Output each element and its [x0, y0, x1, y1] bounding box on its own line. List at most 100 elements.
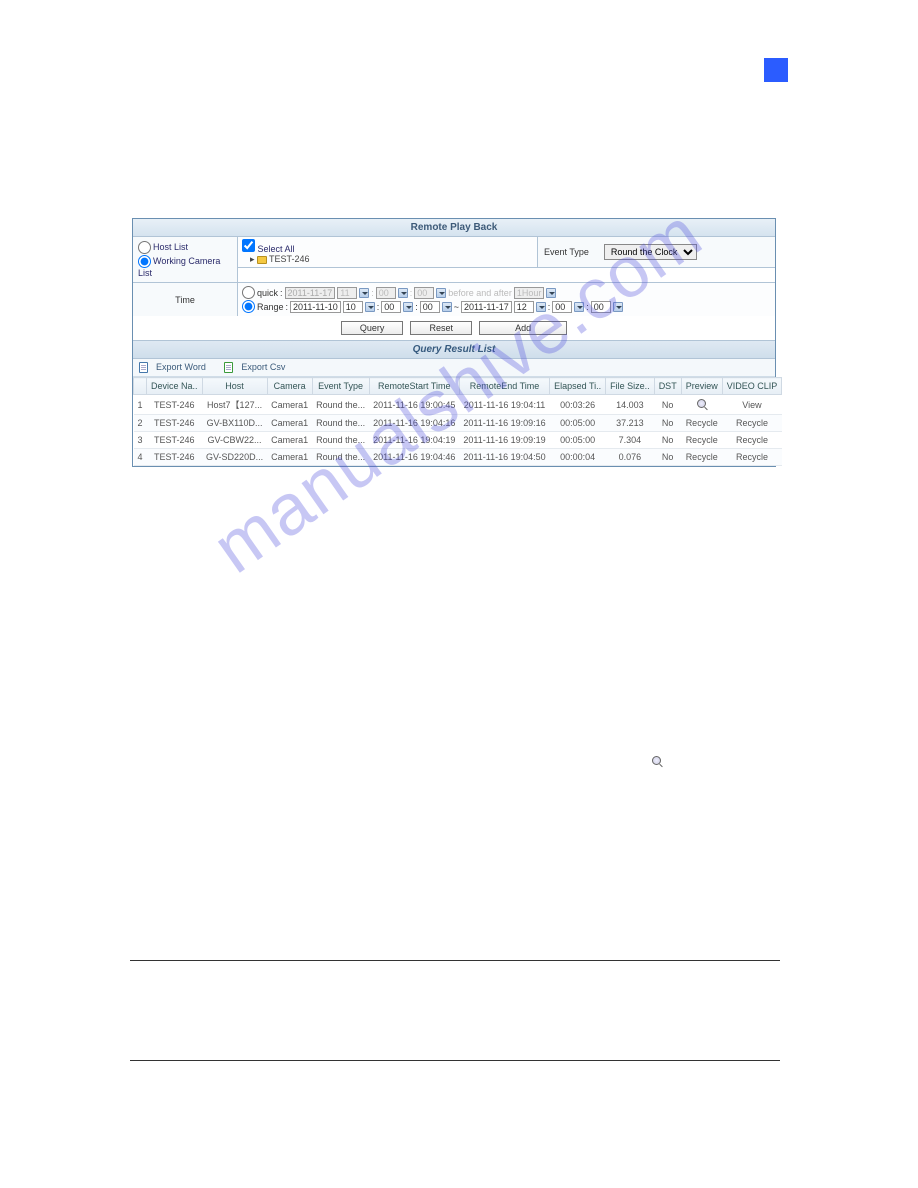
table-cell: Camera1 [267, 449, 312, 466]
table-cell: Camera1 [267, 415, 312, 432]
preview-cell[interactable] [681, 395, 722, 415]
clip-cell[interactable]: View [722, 395, 782, 415]
before-after-label: before and after [448, 288, 512, 298]
range-end-hh[interactable]: 12 [514, 301, 534, 313]
results-table: Device Na.. Host Camera Event Type Remot… [133, 377, 782, 466]
table-cell: TEST-246 [147, 449, 203, 466]
preview-cell[interactable]: Recycle [681, 415, 722, 432]
table-row: 1TEST-246Host7【127...Camera1Round the...… [134, 395, 782, 415]
query-button[interactable]: Query [341, 321, 404, 335]
chevron-down-icon [436, 288, 446, 298]
col-elapsed: Elapsed Ti.. [550, 378, 606, 395]
table-cell: 00:05:00 [550, 415, 606, 432]
event-type-label: Event Type [544, 247, 589, 257]
select-all-label: Select All [258, 244, 295, 254]
table-row: 4TEST-246GV-SD220D...Camera1Round the...… [134, 449, 782, 466]
quick-date: 2011-11-17 [285, 287, 336, 299]
range-start-ss[interactable]: 00 [420, 301, 440, 313]
table-cell: TEST-246 [147, 415, 203, 432]
range-start-date[interactable]: 2011-11-10 [290, 301, 341, 313]
table-cell: 2011-11-16 19:04:46 [369, 449, 459, 466]
chevron-down-icon[interactable] [365, 302, 375, 312]
chevron-down-icon [546, 288, 556, 298]
panel-title: Remote Play Back [133, 219, 775, 237]
tree-node[interactable]: ▸ TEST-246 [250, 254, 533, 265]
preview-cell[interactable]: Recycle [681, 449, 722, 466]
magnifier-icon [652, 756, 662, 766]
folder-icon [257, 256, 267, 264]
table-cell: Round the... [312, 432, 369, 449]
table-cell: Round the... [312, 449, 369, 466]
time-row: Time quick: 2011-11-17 11: 00: 00 before… [133, 283, 775, 316]
table-cell: 00:05:00 [550, 432, 606, 449]
col-camera: Camera [267, 378, 312, 395]
table-cell: 00:03:26 [550, 395, 606, 415]
table-cell: 37.213 [606, 415, 655, 432]
clip-cell[interactable]: Recycle [722, 432, 782, 449]
table-cell: GV-CBW22... [202, 432, 267, 449]
table-row: 2TEST-246GV-BX110D...Camera1Round the...… [134, 415, 782, 432]
event-type-select[interactable]: Round the Clock [604, 244, 697, 260]
table-cell: 3 [134, 432, 147, 449]
quick-hh: 11 [337, 287, 357, 299]
table-cell: 2011-11-16 19:04:16 [369, 415, 459, 432]
csv-icon [224, 362, 233, 373]
select-all-checkbox[interactable] [242, 239, 255, 252]
table-cell: 2011-11-16 19:09:16 [459, 415, 549, 432]
result-title: Query Result List [133, 340, 775, 359]
time-label: Time [133, 283, 238, 316]
clip-cell[interactable]: Recycle [722, 415, 782, 432]
export-word-button[interactable]: Export Word [139, 362, 214, 372]
col-num [134, 378, 147, 395]
range-end-ss[interactable]: 00 [591, 301, 611, 313]
event-type-area: Event Type Round the Clock [538, 237, 775, 267]
table-cell: No [654, 449, 681, 466]
range-start-mm[interactable]: 00 [381, 301, 401, 313]
filter-area: Host List Working Camera List Select All… [133, 237, 775, 283]
table-cell: 1 [134, 395, 147, 415]
table-header-row: Device Na.. Host Camera Event Type Remot… [134, 378, 782, 395]
working-camera-radio[interactable]: Working Camera List [138, 255, 232, 278]
chevron-down-icon[interactable] [442, 302, 452, 312]
chevron-down-icon[interactable] [613, 302, 623, 312]
host-list-radio[interactable]: Host List [138, 241, 232, 254]
table-cell: 14.003 [606, 395, 655, 415]
table-cell: 2011-11-16 19:04:19 [369, 432, 459, 449]
range-label: Range [257, 302, 284, 312]
col-end: RemoteEnd Time [459, 378, 549, 395]
clip-cell[interactable]: Recycle [722, 449, 782, 466]
col-size: File Size.. [606, 378, 655, 395]
table-cell: Round the... [312, 415, 369, 432]
range-end-mm[interactable]: 00 [552, 301, 572, 313]
remote-playback-panel: Remote Play Back Host List Working Camer… [132, 218, 776, 467]
col-clip: VIDEO CLIP [722, 378, 782, 395]
quick-radio[interactable] [242, 286, 255, 299]
table-cell: 00:00:04 [550, 449, 606, 466]
range-start-hh[interactable]: 10 [343, 301, 363, 313]
reset-button[interactable]: Reset [410, 321, 472, 335]
quick-ss: 00 [414, 287, 434, 299]
export-csv-button[interactable]: Export Csv [224, 362, 293, 372]
chevron-down-icon[interactable] [574, 302, 584, 312]
col-event: Event Type [312, 378, 369, 395]
col-dst: DST [654, 378, 681, 395]
table-cell: 4 [134, 449, 147, 466]
table-cell: 0.076 [606, 449, 655, 466]
table-cell: Round the... [312, 395, 369, 415]
add-button[interactable]: Add [479, 321, 567, 335]
table-cell: No [654, 395, 681, 415]
magnifier-icon[interactable] [697, 399, 707, 409]
table-cell: Host7【127... [202, 395, 267, 415]
preview-cell[interactable]: Recycle [681, 432, 722, 449]
range-radio[interactable] [242, 300, 255, 313]
word-icon [139, 362, 148, 373]
divider [130, 960, 780, 961]
chevron-down-icon[interactable] [536, 302, 546, 312]
table-cell: GV-SD220D... [202, 449, 267, 466]
export-word-label: Export Word [156, 362, 206, 372]
col-device: Device Na.. [147, 378, 203, 395]
chevron-down-icon[interactable] [403, 302, 413, 312]
range-end-date[interactable]: 2011-11-17 [461, 301, 512, 313]
time-controls: quick: 2011-11-17 11: 00: 00 before and … [238, 283, 775, 316]
export-csv-label: Export Csv [241, 362, 285, 372]
